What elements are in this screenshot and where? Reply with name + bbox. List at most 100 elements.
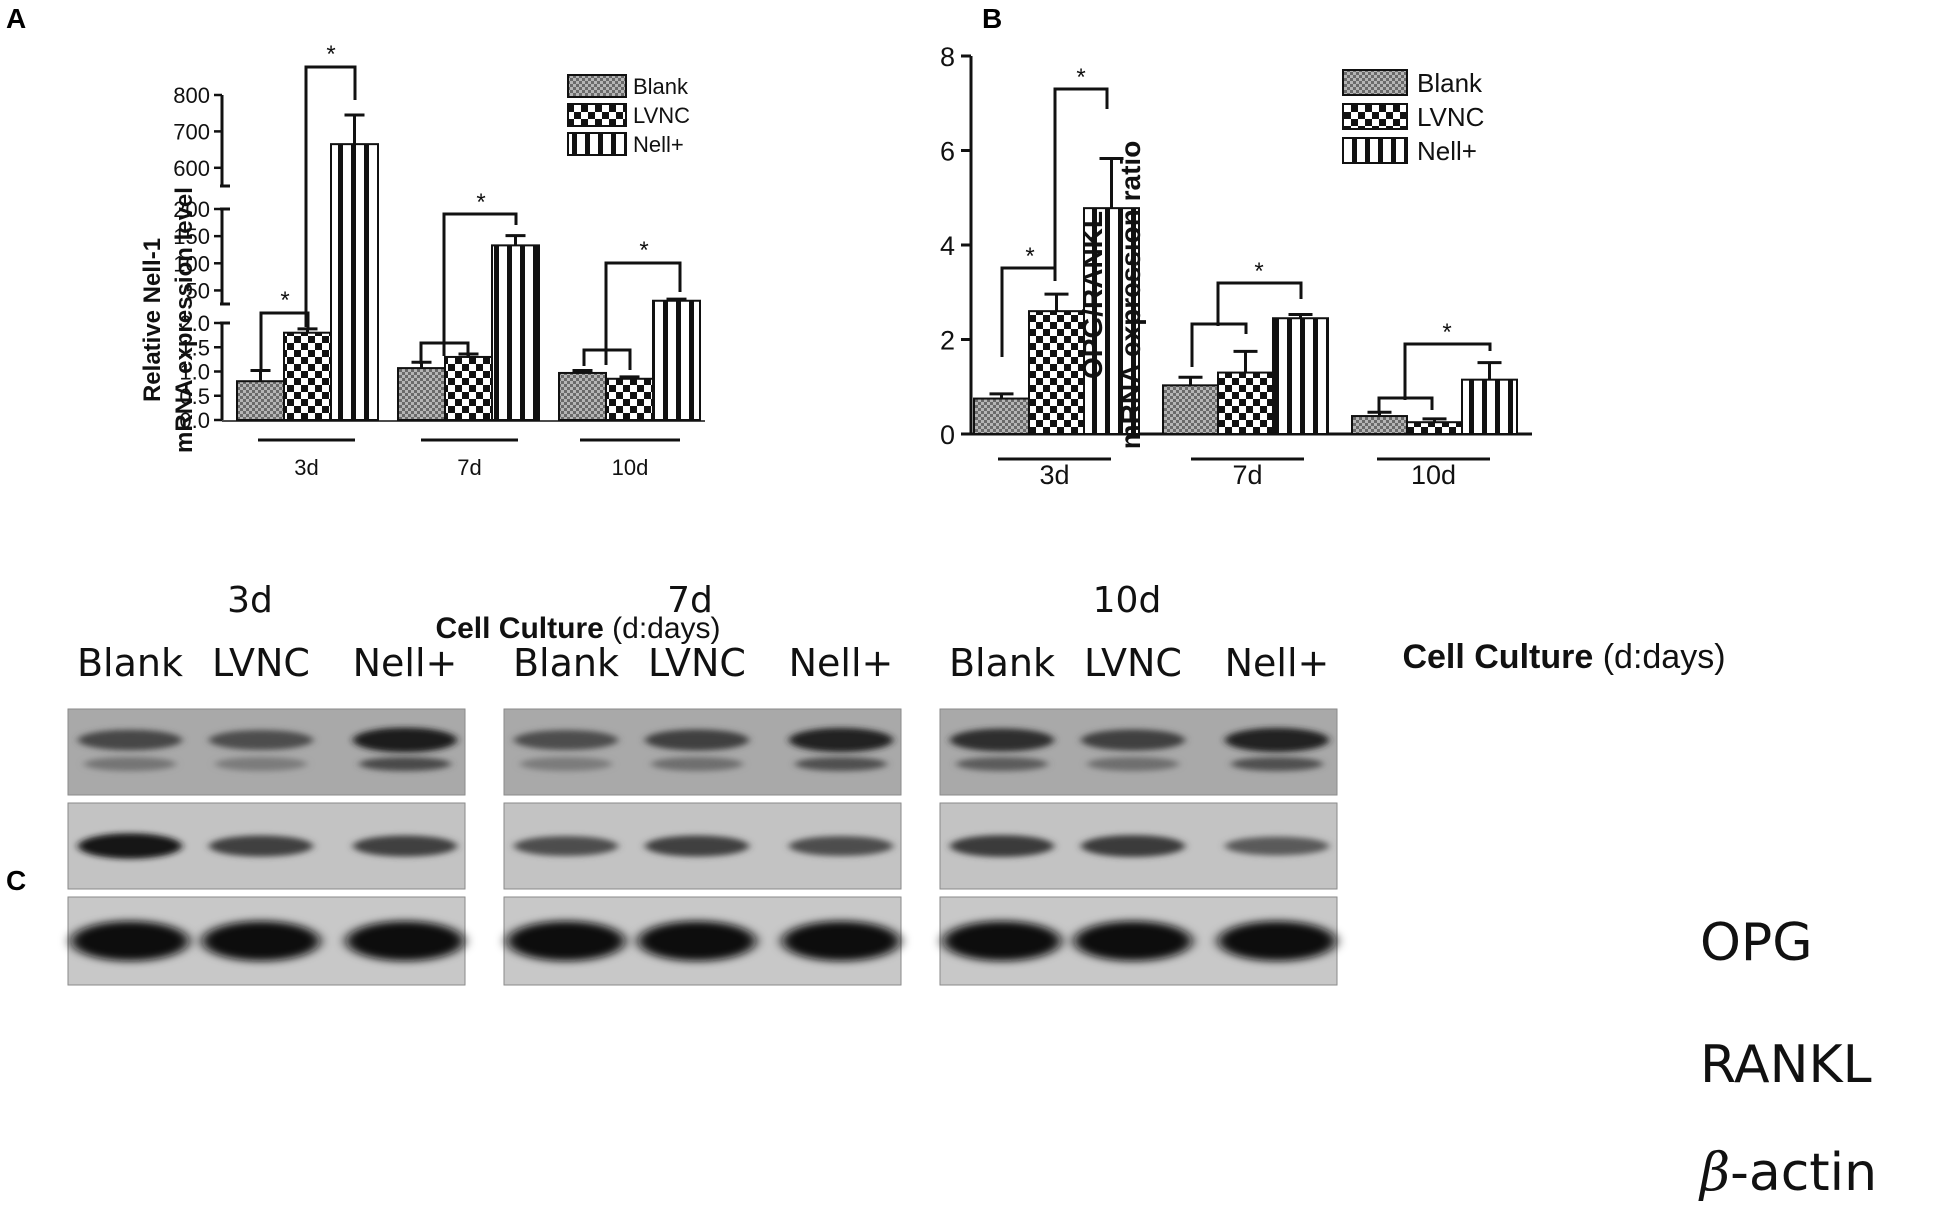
- a-sig-bracket: [604, 261, 682, 365]
- wb-protein-label-beta-actin: β-actin: [1698, 1143, 1877, 1203]
- chart-a-legend: Blank LVNC Nell+: [567, 74, 690, 157]
- a-bar-nell-10d: [652, 299, 701, 421]
- b-legend-label-lvnc: LVNC: [1417, 102, 1484, 132]
- b-bar-blank-10d: [1351, 415, 1408, 436]
- chart-b: 0 2 4 6 8 * * * * 3d 7d 10d OPG/RANKL mRNA expres…: [940, 42, 1726, 676]
- wb-actin-text: -actin: [1730, 1143, 1877, 1203]
- a-bar-nell-3d: [330, 143, 379, 421]
- wb-secondary-band-nell-7d: [795, 757, 887, 771]
- wb-band--actin-lvnc-10d: [1074, 921, 1192, 961]
- wb-timepoint-7d: 7d: [667, 580, 713, 621]
- b-legend-swatch-blank: [1342, 69, 1408, 96]
- chart-a-bars: [222, 113, 705, 422]
- wb-secondary-band-lvnc-10d: [1087, 757, 1179, 771]
- wb-secondary-band-nell-3d: [359, 757, 451, 771]
- b-sig-bracket: [1000, 266, 1057, 357]
- a-bar-lvnc-10d: [605, 377, 654, 421]
- a-ytick-label: 150: [173, 224, 210, 249]
- wb-secondary-band-lvnc-3d: [215, 757, 307, 771]
- a-bar-nell-7d: [491, 244, 540, 421]
- wb-band--actin-nell-7d: [782, 921, 900, 961]
- b-category-label-7d: 7d: [1232, 460, 1262, 490]
- a-ytick-label: 600: [173, 156, 210, 181]
- b-legend-swatch-lvnc: [1342, 103, 1408, 130]
- wb-secondary-band-blank-7d: [520, 757, 612, 771]
- wb-strip--actin-10d: [939, 896, 1338, 986]
- a-sig-star: *: [639, 237, 648, 264]
- b-category-label-3d: 3d: [1039, 460, 1069, 490]
- wb-lane-label-blank-3d: Blank: [77, 641, 183, 685]
- wb-protein-label-rankl: RANKL: [1700, 1035, 1872, 1095]
- wb-band-rankl-nell-3d: [353, 835, 457, 857]
- wb-lane-label-blank-7d: Blank: [513, 641, 619, 685]
- wb-band--actin-lvnc-7d: [638, 921, 756, 961]
- wb-lane-label-nell-10d: Nell+: [1225, 641, 1330, 685]
- chart-b-xlabel-rest: (d:days): [1593, 638, 1725, 676]
- wb-band-opg-lvnc-7d: [645, 729, 749, 751]
- a-bar-blank-10d: [558, 371, 607, 421]
- b-ytick-label: 2: [940, 326, 955, 356]
- chart-b-groups: 3d 7d 10d: [998, 457, 1490, 490]
- wb-band--actin-blank-3d: [71, 921, 189, 961]
- a-legend-label-lvnc: LVNC: [633, 103, 690, 128]
- wb-band-rankl-lvnc-7d: [645, 835, 749, 857]
- wb-lane-label-lvnc-3d: LVNC: [212, 641, 310, 685]
- chart-a-groups: 3d 7d 10d: [258, 438, 680, 480]
- chart-b-bars: [973, 157, 1518, 436]
- a-legend-label-blank: Blank: [633, 74, 689, 99]
- wb-strip-opg-3d: [67, 708, 466, 796]
- b-bar-lvnc-10d: [1406, 421, 1463, 435]
- chart-b-legend: Blank LVNC Nell+: [1342, 68, 1484, 166]
- wb-band-opg-blank-7d: [514, 730, 618, 750]
- a-ytick-label: 50: [186, 278, 210, 303]
- a-bar-lvnc-7d: [444, 355, 493, 422]
- b-category-label-10d: 10d: [1411, 460, 1456, 490]
- a-ytick-label: 0.5: [179, 384, 210, 409]
- b-ytick-label: 4: [940, 231, 955, 261]
- wb-lane-label-nell-7d: Nell+: [789, 641, 894, 685]
- chart-b-xlabel-bold: Cell Culture: [1402, 638, 1593, 676]
- a-sig-star: *: [476, 189, 485, 216]
- wb-strip--actin-3d: [67, 896, 466, 986]
- b-ytick-label: 8: [940, 42, 955, 72]
- b-bar-lvnc-7d: [1217, 371, 1274, 436]
- a-sig-bracket: [259, 311, 310, 372]
- wb-band-rankl-blank-3d: [78, 833, 182, 859]
- b-bar-blank-7d: [1162, 384, 1219, 435]
- wb-strip-opg-10d: [939, 708, 1338, 796]
- chart-a-significance: * * * *: [259, 41, 682, 372]
- wb-lane-label-lvnc-7d: LVNC: [648, 641, 746, 685]
- wb-secondary-band-nell-10d: [1231, 757, 1323, 771]
- wb-secondary-band-lvnc-7d: [651, 757, 743, 771]
- a-sig-bracket: [304, 65, 357, 327]
- a-category-label-3d: 3d: [294, 455, 318, 480]
- wb-lane-label-nell-3d: Nell+: [353, 641, 458, 685]
- wb-strip-opg-7d: [503, 708, 902, 796]
- wb-band-opg-lvnc-10d: [1081, 729, 1185, 751]
- wb-band-rankl-nell-7d: [789, 836, 893, 856]
- wb-band--actin-lvnc-3d: [202, 921, 320, 961]
- b-bar-lvnc-3d: [1028, 310, 1085, 435]
- wb-band-opg-nell-3d: [353, 727, 457, 753]
- b-bar-nell-7d: [1272, 317, 1329, 435]
- chart-b-significance: * * * *: [1000, 64, 1492, 411]
- wb-timepoint-3d: 3d: [227, 580, 273, 621]
- a-bar-blank-7d: [397, 367, 446, 422]
- chart-a-xlabel: Cell Culture (d:days): [435, 612, 720, 645]
- a-category-label-7d: 7d: [457, 455, 481, 480]
- wb-timepoint-10d: 10d: [1093, 580, 1162, 621]
- wb-lane-label-lvnc-10d: LVNC: [1084, 641, 1182, 685]
- wb-band-opg-nell-7d: [789, 727, 893, 753]
- b-sig-star: *: [1076, 64, 1085, 91]
- chart-a-ylabel-line1: Relative Nell-1: [139, 238, 166, 402]
- wb-strip-rankl-10d: [939, 802, 1338, 890]
- wb-band--actin-nell-3d: [346, 921, 464, 961]
- panel-label-a: A: [6, 3, 26, 34]
- chart-b-ylabel-line2: mRNA expression ratio: [1115, 141, 1146, 450]
- wb-timepoint-headers: 3d 7d 10d: [227, 580, 1161, 621]
- b-legend-swatch-nell: [1342, 137, 1408, 164]
- b-sig-bracket: [1403, 342, 1492, 400]
- wb-strip-rankl-3d: [67, 802, 466, 890]
- a-ytick-label: 0.0: [179, 408, 210, 433]
